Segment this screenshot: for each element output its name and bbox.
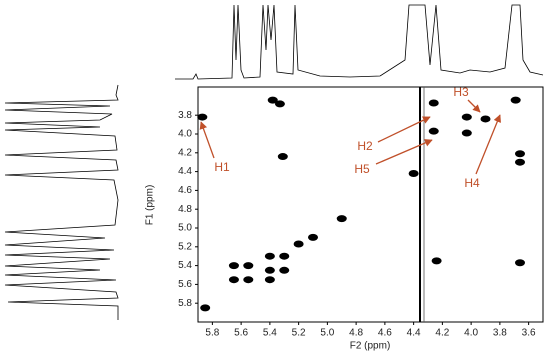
y-tick-label: 5.8 — [178, 298, 192, 309]
y-tick-label: 5.4 — [178, 260, 192, 271]
annotation: H5 — [354, 162, 370, 176]
cross-peak — [277, 153, 288, 161]
cross-peak — [267, 96, 278, 104]
cross-peak — [428, 127, 439, 135]
y-tick-label: 5.0 — [178, 223, 192, 234]
cross-peak — [264, 266, 275, 274]
cross-peak — [200, 304, 211, 312]
annotation: H4 — [464, 176, 480, 190]
cross-peak — [336, 215, 347, 223]
cross-peak — [274, 100, 285, 108]
cross-peak — [515, 150, 525, 158]
y-tick-label: 4.4 — [178, 166, 192, 177]
cross-peak — [228, 276, 239, 284]
annotation-arrow — [475, 114, 501, 175]
x-tick-label: 5.2 — [292, 328, 306, 339]
cross-peak — [510, 96, 521, 104]
annotation-arrow — [375, 139, 433, 165]
x-tick-label: 5.6 — [234, 328, 248, 339]
y-tick-label: 5.2 — [178, 241, 192, 252]
x-tick-label: 4.6 — [378, 328, 392, 339]
x-tick-label: 4.0 — [464, 328, 478, 339]
cross-peak — [279, 266, 290, 274]
x-tick-label: 5.4 — [263, 328, 277, 339]
cross-peak — [408, 169, 419, 177]
x-tick-label: 5.0 — [320, 328, 334, 339]
y-axis-label: F1 (ppm) — [145, 185, 156, 226]
f2-projection — [175, 4, 544, 80]
cross-peak — [515, 158, 525, 166]
x-axis-label: F2 (ppm) — [350, 341, 391, 352]
x-tick-label: 3.8 — [493, 328, 507, 339]
cross-peak — [228, 262, 239, 270]
cross-peak — [293, 240, 304, 248]
x-tick-label: 4.2 — [435, 328, 449, 339]
y-tick-label: 4.2 — [178, 147, 192, 158]
annotation: H3 — [453, 85, 469, 99]
cross-peak — [431, 257, 442, 265]
cross-peak — [308, 233, 318, 241]
cross-peak — [243, 262, 254, 270]
x-tick-label: 4.8 — [349, 328, 363, 339]
cross-peak — [197, 113, 208, 121]
x-tick-label: 3.6 — [522, 328, 536, 339]
annotation: H1 — [214, 160, 230, 174]
annotation-arrow — [467, 99, 481, 113]
cross-peak — [279, 252, 290, 260]
annotation-arrow — [377, 116, 431, 143]
cross-peak — [243, 276, 254, 284]
cross-peak — [480, 115, 491, 123]
annotation: H2 — [357, 139, 373, 153]
cross-peak — [461, 129, 472, 137]
y-tick-label: 4.6 — [178, 185, 192, 196]
y-tick-label: 3.8 — [178, 110, 192, 121]
y-tick-label: 4.0 — [178, 129, 192, 140]
cross-peak — [515, 259, 525, 267]
f1-projection — [4, 84, 119, 320]
y-tick-label: 4.8 — [178, 204, 192, 215]
cross-peak — [461, 113, 472, 121]
annotation-arrow — [199, 121, 215, 159]
cross-peak — [264, 252, 275, 260]
y-tick-label: 5.6 — [178, 279, 192, 290]
plot-frame — [197, 86, 544, 323]
x-tick-label: 4.4 — [407, 328, 421, 339]
cross-peak — [428, 99, 439, 107]
cross-peak — [264, 276, 275, 284]
x-tick-label: 5.8 — [205, 328, 219, 339]
